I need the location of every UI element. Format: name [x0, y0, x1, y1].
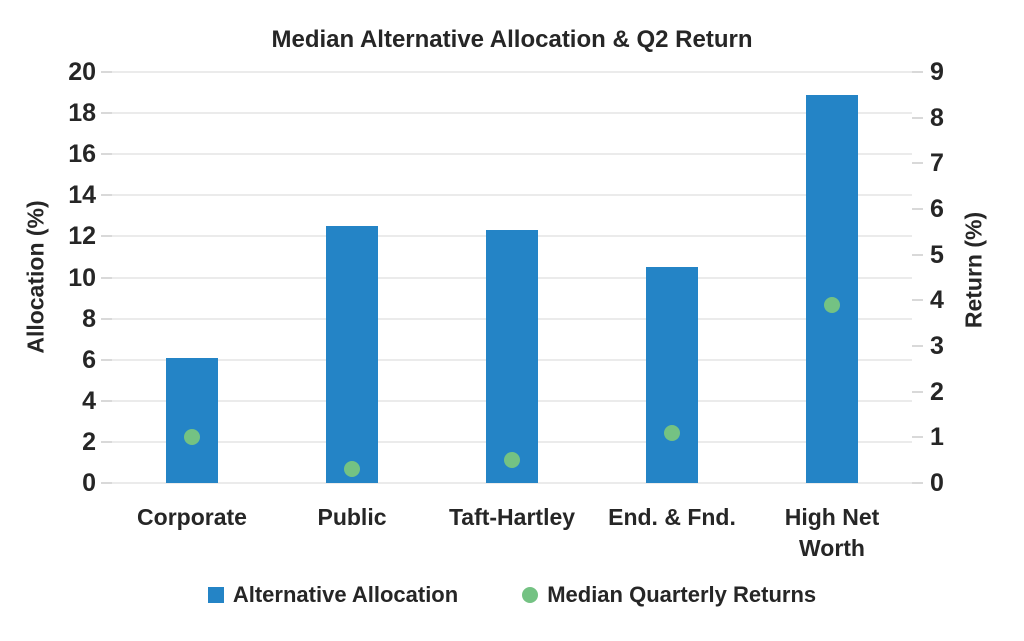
right-axis-tick-0 — [912, 482, 923, 484]
left-axis-tick-10 — [101, 276, 112, 279]
left-axis-tick-4 — [101, 399, 112, 402]
left-axis-tick-14 — [101, 194, 112, 197]
gridline-16 — [112, 153, 912, 156]
right-axis-tick-label-5: 5 — [930, 240, 944, 269]
right-axis-tick-label-9: 9 — [930, 58, 944, 86]
left-axis-tick-label-14: 14 — [68, 181, 96, 210]
right-axis-tick-9 — [912, 71, 923, 73]
right-axis-tick-label-8: 8 — [930, 103, 944, 132]
left-axis-tick-label-4: 4 — [82, 386, 96, 415]
x-label-public: Public — [317, 504, 387, 530]
right-axis-tick-1 — [912, 436, 923, 439]
right-axis-tick-label-6: 6 — [930, 195, 944, 223]
left-axis-tick-6 — [101, 358, 112, 361]
left-axis-tick-label-2: 2 — [82, 427, 96, 456]
gridline-0 — [112, 482, 912, 484]
left-axis-tick-label-10: 10 — [68, 263, 96, 292]
right-axis-tick-4 — [912, 299, 923, 302]
chart-title: Median Alternative Allocation & Q2 Retur… — [271, 26, 753, 53]
right-axis-tick-6 — [912, 208, 923, 210]
point-high-net-worth — [824, 296, 840, 313]
left-axis-tick-12 — [101, 235, 112, 238]
left-axis-tick-20 — [101, 71, 112, 73]
gridline-14 — [112, 194, 912, 197]
left-axis-tick-label-12: 12 — [68, 222, 96, 251]
right-axis-tick-2 — [912, 390, 923, 393]
bar-public — [326, 226, 378, 483]
right-axis-tick-7 — [912, 162, 923, 165]
right-axis-tick-label-7: 7 — [930, 149, 944, 178]
right-axis-tick-label-0: 0 — [930, 469, 944, 497]
gridline-18 — [112, 112, 912, 115]
right-axis-tick-label-3: 3 — [930, 332, 944, 360]
bar-end-fnd — [646, 267, 698, 483]
x-label-end-fnd: End. & Fnd. — [608, 504, 736, 530]
legend-dot-swatch-icon — [522, 587, 539, 603]
point-public — [344, 461, 360, 478]
x-label-high-net-worth: High Net Worth — [784, 504, 880, 561]
left-axis-tick-8 — [101, 317, 112, 320]
x-label-taft-hartley: Taft-Hartley — [448, 504, 576, 530]
legend-item-median-quarterly-returns: Median Quarterly Returns — [522, 582, 816, 608]
plot-area — [112, 72, 912, 483]
left-axis-tick-label-16: 16 — [68, 140, 96, 169]
left-axis-tick-16 — [101, 153, 112, 156]
left-axis-tick-2 — [101, 440, 112, 443]
left-axis-tick-label-0: 0 — [82, 469, 96, 497]
left-axis-tick-label-6: 6 — [82, 345, 96, 374]
right-axis-tick-label-4: 4 — [930, 286, 944, 315]
x-label-corporate: Corporate — [137, 504, 247, 530]
legend-label-alternative-allocation: Alternative Allocation — [232, 582, 459, 607]
right-axis-tick-label-2: 2 — [930, 377, 944, 406]
legend-bar-swatch-icon — [207, 587, 224, 603]
bar-high-net-worth — [806, 94, 858, 483]
bar-corporate — [166, 357, 218, 483]
point-corporate — [184, 429, 200, 446]
legend-item-alternative-allocation: Alternative Allocation — [207, 582, 459, 608]
left-axis-tick-label-18: 18 — [68, 99, 96, 128]
right-axis-tick-5 — [912, 253, 923, 256]
point-taft-hartley — [504, 452, 520, 469]
right-axis-tick-label-1: 1 — [930, 423, 944, 452]
left-axis-tick-0 — [101, 482, 112, 484]
point-end-fnd — [664, 424, 680, 441]
legend-label-median-quarterly-returns: Median Quarterly Returns — [547, 582, 817, 607]
left-axis-tick-18 — [101, 112, 112, 115]
gridline-20 — [112, 71, 912, 73]
right-axis-tick-3 — [912, 345, 923, 347]
right-axis-tick-8 — [912, 116, 923, 119]
left-axis-tick-label-20: 20 — [68, 58, 96, 86]
bar-taft-hartley — [486, 230, 538, 483]
legend: Alternative Allocation Median Quarterly … — [0, 582, 1024, 608]
left-axis-tick-label-8: 8 — [82, 304, 96, 333]
